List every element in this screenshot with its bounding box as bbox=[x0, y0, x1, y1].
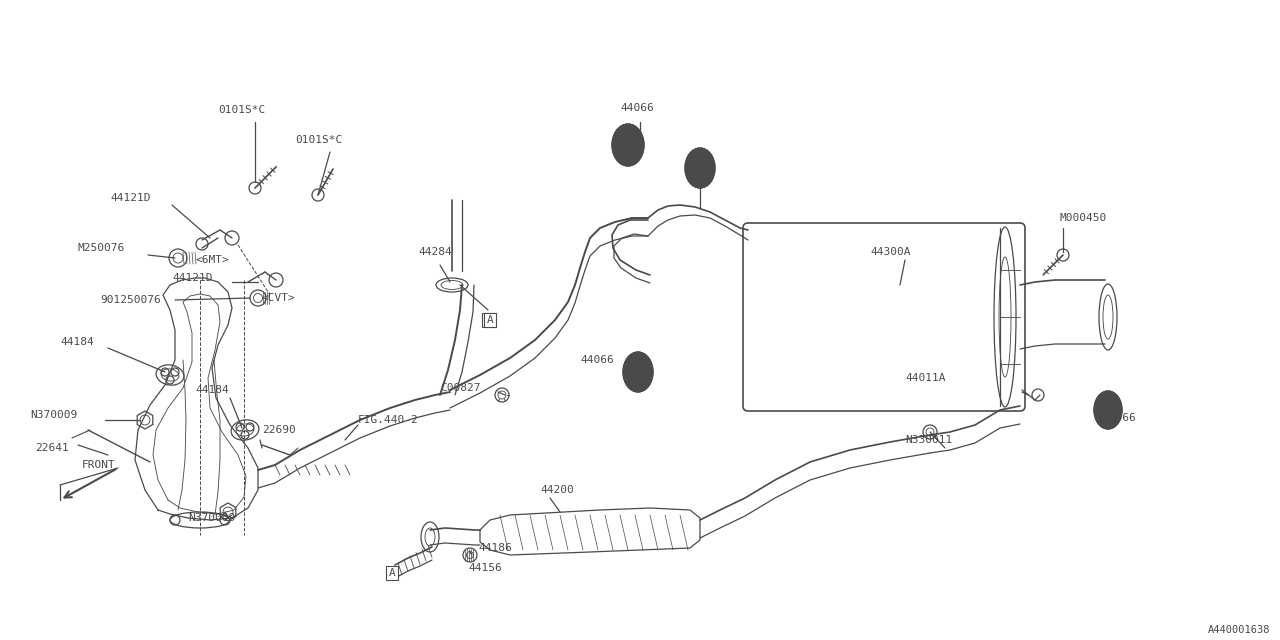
Ellipse shape bbox=[1094, 391, 1123, 429]
Text: 901250076: 901250076 bbox=[100, 295, 161, 305]
Text: C00827: C00827 bbox=[440, 383, 480, 393]
Text: M000450: M000450 bbox=[1060, 213, 1107, 223]
Text: 44066: 44066 bbox=[1102, 413, 1135, 423]
Text: 44156: 44156 bbox=[468, 563, 502, 573]
Ellipse shape bbox=[685, 148, 716, 188]
Text: 44300A: 44300A bbox=[870, 247, 910, 257]
Text: 44011A: 44011A bbox=[905, 373, 946, 383]
Ellipse shape bbox=[623, 352, 653, 392]
Text: N370009: N370009 bbox=[188, 513, 236, 523]
Text: 44121D: 44121D bbox=[172, 273, 212, 283]
Text: 44186: 44186 bbox=[477, 543, 512, 553]
Text: 0101S*C: 0101S*C bbox=[218, 105, 265, 115]
Text: 44121D: 44121D bbox=[110, 193, 151, 203]
Text: 22690: 22690 bbox=[262, 425, 296, 435]
Text: 44066: 44066 bbox=[620, 103, 654, 113]
Text: 44066: 44066 bbox=[580, 355, 613, 365]
Text: A: A bbox=[486, 315, 493, 325]
Text: 22641: 22641 bbox=[35, 443, 69, 453]
Text: FRONT: FRONT bbox=[82, 460, 115, 470]
Text: N330011: N330011 bbox=[905, 435, 952, 445]
Text: 0101S*C: 0101S*C bbox=[294, 135, 342, 145]
Text: <6MT>: <6MT> bbox=[195, 255, 229, 265]
Text: 44200: 44200 bbox=[540, 485, 573, 495]
Text: FIG.440-2: FIG.440-2 bbox=[358, 415, 419, 425]
Text: <CVT>: <CVT> bbox=[262, 293, 296, 303]
Text: N370009: N370009 bbox=[29, 410, 77, 420]
Text: A: A bbox=[485, 315, 492, 325]
Ellipse shape bbox=[612, 124, 644, 166]
Text: M250076: M250076 bbox=[78, 243, 125, 253]
Text: 44284: 44284 bbox=[419, 247, 452, 257]
Text: 44184: 44184 bbox=[60, 337, 93, 347]
Text: 44184: 44184 bbox=[195, 385, 229, 395]
Text: A440001638: A440001638 bbox=[1207, 625, 1270, 635]
Text: A: A bbox=[389, 568, 396, 578]
